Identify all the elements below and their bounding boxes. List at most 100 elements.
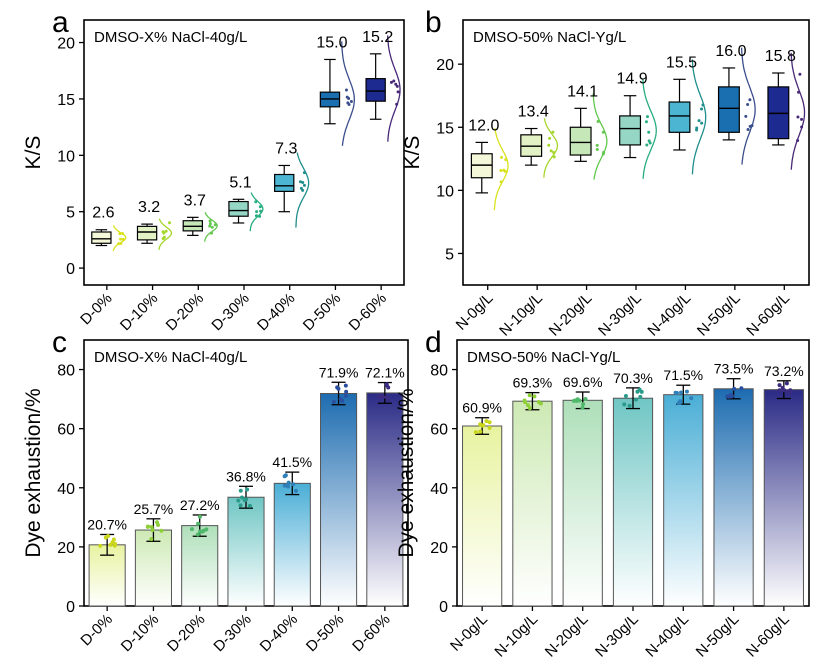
x-tick-label: D-60% [349, 611, 393, 655]
data-point [119, 237, 123, 241]
data-point [347, 102, 351, 106]
x-tick-label: D-50% [303, 611, 347, 655]
value-label: 2.6 [92, 205, 114, 222]
data-point [746, 103, 750, 107]
distribution-curve [493, 128, 509, 211]
data-point [478, 422, 483, 427]
value-label: 13.4 [518, 104, 549, 121]
data-point [552, 155, 556, 159]
bar [320, 392, 358, 607]
box [619, 115, 642, 146]
data-point [146, 524, 151, 529]
distribution-curve [112, 225, 127, 252]
data-point [552, 151, 556, 155]
plot-frame [83, 19, 405, 286]
data-point [730, 393, 735, 398]
data-point [282, 474, 287, 479]
data-point [547, 143, 551, 147]
data-point [796, 115, 800, 119]
box [668, 101, 691, 133]
data-point [647, 139, 651, 143]
data-point [679, 390, 684, 395]
data-point [197, 514, 202, 519]
value-label: 73.2% [764, 363, 804, 379]
data-point [340, 398, 345, 403]
data-point [647, 130, 651, 134]
data-point [164, 229, 168, 233]
data-point [700, 121, 704, 125]
data-point [208, 219, 212, 223]
value-label: 15.0 [316, 34, 347, 51]
box [717, 86, 740, 133]
data-point [473, 430, 478, 435]
panel-b-box-chart: b DMSO-50% NaCl-Yg/L 5 10 15 20 K/S N-0g/L N-10g… [401, 6, 810, 340]
data-point [549, 149, 553, 153]
box [136, 225, 158, 241]
data-point [389, 80, 393, 84]
x-tick-label: N-10g/L [496, 290, 546, 340]
value-label: 15.8 [765, 48, 796, 65]
value-label: 41.5% [272, 454, 312, 470]
y-tick-label: 10 [57, 148, 75, 165]
x-tick-label: N-60g/L [743, 290, 793, 340]
y-tick-label: 20 [57, 36, 75, 53]
data-point [258, 214, 262, 218]
data-point [210, 231, 214, 235]
x-tick-label: N-60g/L [743, 611, 793, 661]
data-point [499, 168, 503, 172]
data-point [627, 403, 632, 408]
y-tick-label: 20 [436, 57, 454, 74]
data-point [638, 394, 643, 399]
y-tick-label: 10 [436, 183, 454, 200]
data-point [777, 383, 782, 388]
y-tick-label: 0 [66, 261, 75, 278]
data-point [732, 386, 737, 391]
y-tick-label: 40 [430, 481, 448, 498]
data-point [331, 399, 336, 404]
data-point [487, 425, 492, 430]
data-point [119, 241, 123, 245]
data-point [162, 235, 166, 239]
data-point [639, 389, 644, 394]
value-label: 72.1% [365, 365, 405, 381]
x-tick-label: D-0% [77, 611, 116, 650]
data-point [386, 385, 391, 390]
panel-letter-c: c [52, 326, 67, 359]
distribution-curve [295, 152, 310, 228]
data-point [377, 394, 382, 399]
x-tick-label: D-0% [77, 290, 116, 329]
data-point [394, 82, 398, 86]
x-tick-label: N-30g/L [595, 290, 645, 340]
value-label: 3.7 [184, 192, 206, 209]
data-point [239, 495, 244, 500]
data-point [746, 128, 750, 132]
distribution-curve [691, 59, 707, 175]
bar [366, 392, 404, 607]
data-point [601, 130, 605, 134]
data-point [208, 224, 212, 228]
data-point [238, 503, 243, 508]
data-point [522, 398, 527, 403]
data-point [800, 125, 804, 129]
value-label: 14.9 [616, 71, 647, 88]
data-point [258, 205, 262, 209]
x-tick-label: D-20% [164, 611, 208, 655]
data-point [210, 225, 214, 229]
x-tick-label: D-30% [210, 611, 254, 655]
bar [562, 399, 603, 607]
data-point [583, 397, 588, 402]
bar [612, 397, 654, 607]
value-label: 25.7% [134, 501, 174, 517]
y-tick-label: 15 [57, 92, 75, 109]
box [91, 231, 112, 244]
data-point [595, 143, 599, 147]
data-point [120, 231, 124, 235]
data-point [344, 389, 349, 394]
distribution-curve [386, 35, 401, 142]
y-tick-label: 20 [430, 540, 448, 557]
data-point [487, 420, 492, 425]
data-point [634, 397, 639, 402]
data-point [245, 487, 250, 492]
data-point [106, 534, 111, 539]
